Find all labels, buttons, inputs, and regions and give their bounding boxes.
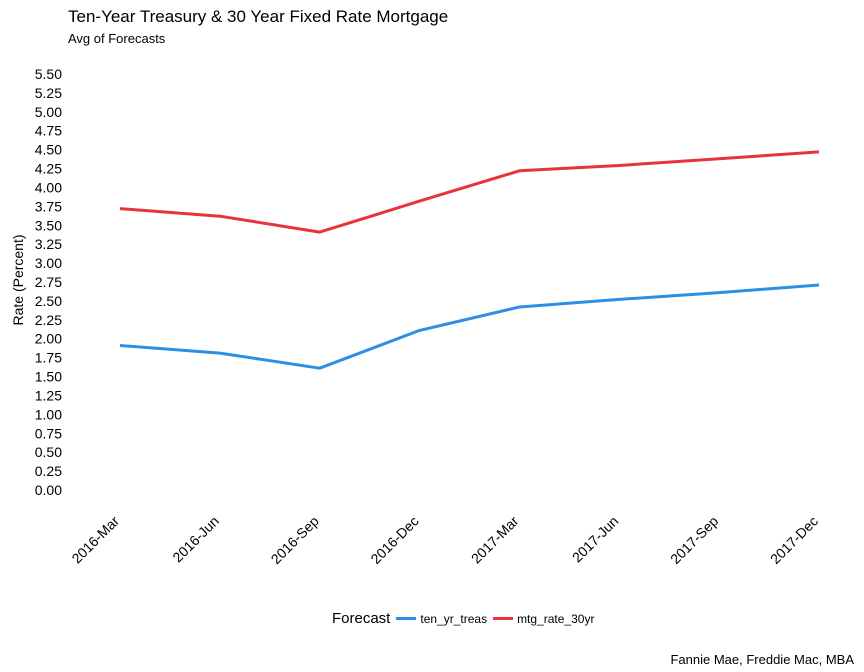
legend-title: Forecast [332, 610, 391, 627]
y-tick-label: 1.00 [35, 406, 62, 422]
y-tick-label: 4.75 [35, 123, 62, 139]
x-tick-label: 2017-Jun [569, 513, 622, 566]
legend-item-ten-yr-treas: ten_yr_treas [396, 612, 487, 626]
series-line-mtg-rate-30yr [119, 150, 820, 234]
source-caption: Fannie Mae, Freddie Mac, MBA [670, 652, 854, 667]
x-tick-label: 2016-Mar [68, 513, 122, 567]
x-tick-label: 2016-Jun [169, 513, 222, 566]
y-tick-label: 3.50 [35, 217, 62, 233]
y-tick-label: 0.25 [35, 463, 62, 479]
y-tick-label: 1.50 [35, 369, 62, 385]
x-tick-label: 2017-Sep [667, 513, 721, 567]
series-lines [119, 150, 820, 370]
y-tick-label: 3.25 [35, 236, 62, 252]
chart-subtitle: Avg of Forecasts [68, 31, 166, 46]
y-tick-label: 5.50 [35, 66, 62, 82]
x-tick-label: 2017-Dec [767, 513, 821, 567]
y-tick-label: 2.25 [35, 312, 62, 328]
y-axis-ticks: 0.00 0.25 0.50 0.75 1.00 1.25 1.50 1.75 2.00 2.25… [35, 66, 62, 498]
y-tick-label: 2.50 [35, 293, 62, 309]
y-tick-label: 2.75 [35, 274, 62, 290]
legend-key-ten-yr-treas [396, 617, 417, 620]
legend-key-mtg-rate-30yr [493, 617, 514, 620]
y-tick-label: 0.00 [35, 482, 62, 498]
series-line-ten-yr-treas [119, 283, 820, 370]
legend-label-mtg-rate-30yr: mtg_rate_30yr [517, 611, 595, 626]
legend-item-mtg-rate-30yr: mtg_rate_30yr [493, 612, 594, 626]
x-axis-ticks: 2016-Mar 2016-Jun 2016-Sep 2016-Dec 2017-Mar… [68, 513, 821, 567]
y-tick-label: 2.00 [35, 331, 62, 347]
y-tick-label: 3.75 [35, 198, 62, 214]
legend: Forecast ten_yr_treas mtg_rate_30yr [332, 610, 600, 627]
y-tick-label: 4.00 [35, 179, 62, 195]
chart-title: Ten-Year Treasury & 30 Year Fixed Rate M… [68, 7, 449, 26]
y-axis-label: Rate (Percent) [10, 234, 26, 325]
y-tick-label: 3.00 [35, 255, 62, 271]
y-tick-label: 5.25 [35, 85, 62, 101]
x-tick-label: 2017-Mar [468, 513, 522, 567]
x-tick-label: 2016-Dec [367, 513, 421, 567]
y-tick-label: 4.25 [35, 161, 62, 177]
y-tick-label: 1.25 [35, 387, 62, 403]
y-tick-label: 0.50 [35, 444, 62, 460]
y-tick-label: 4.50 [35, 142, 62, 158]
x-tick-label: 2016-Sep [268, 513, 322, 567]
y-tick-label: 5.00 [35, 104, 62, 120]
legend-label-ten-yr-treas: ten_yr_treas [420, 611, 488, 626]
y-tick-label: 0.75 [35, 425, 62, 441]
y-tick-label: 1.75 [35, 350, 62, 366]
